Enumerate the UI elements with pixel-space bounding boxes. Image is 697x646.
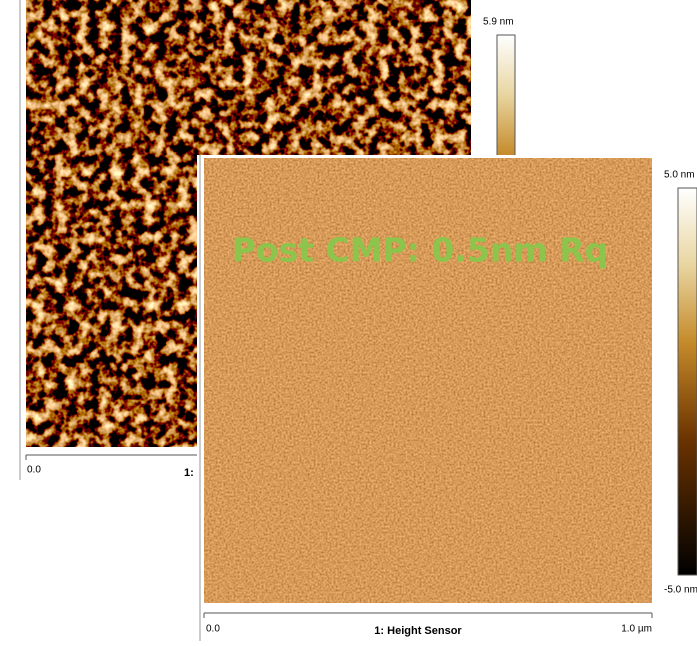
- afm-texture: [204, 158, 652, 603]
- front-panel: Post CMP: 0.5nm Rq 5.0 nm -5.0 nm 0.0 1:…: [197, 155, 697, 641]
- annotation: Post CMP: 0.5nm Rq: [232, 231, 609, 270]
- axis-end: 1.0 µm: [621, 624, 652, 635]
- colorbar-max: 5.9 nm: [483, 17, 514, 28]
- axis-title: 1: Height Sensor: [374, 625, 462, 637]
- colorbar: [678, 188, 697, 575]
- colorbar-max: 5.0 nm: [664, 170, 695, 181]
- afm-figure: 5.9 nm 0.0 1: Post CMP: 0.5nm Rq 5.0 nm …: [0, 0, 697, 641]
- axis-title: 1:: [184, 467, 194, 479]
- colorbar-min: -5.0 nm: [664, 585, 697, 596]
- axis-start: 0.0: [206, 624, 220, 635]
- axis-start: 0.0: [27, 465, 41, 476]
